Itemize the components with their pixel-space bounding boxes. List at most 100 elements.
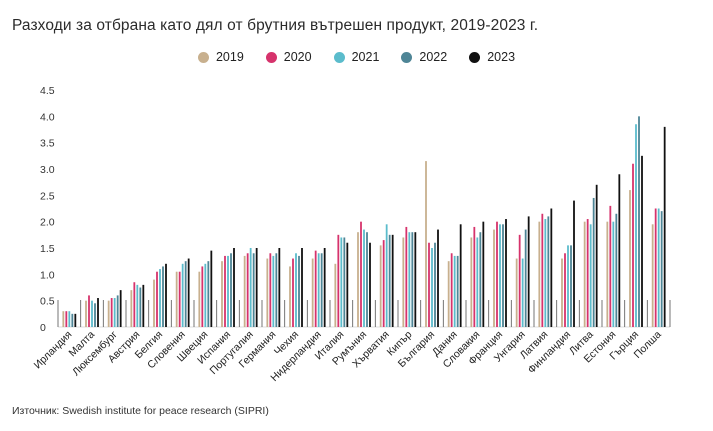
bar-2019	[107, 300, 110, 327]
bar-2020	[337, 234, 340, 327]
bar-2019	[402, 237, 405, 327]
bar-2019	[425, 161, 427, 327]
y-tick-label: 3.5	[40, 138, 55, 150]
bar-2019	[62, 311, 65, 327]
bar-2019	[85, 300, 87, 327]
bar-2020	[405, 226, 408, 327]
bar-2021	[295, 253, 297, 327]
bar-2019	[334, 263, 337, 327]
bar-2021	[113, 298, 116, 327]
bar-2019	[198, 271, 201, 327]
bar-2022	[411, 232, 414, 327]
bar-2021	[567, 245, 569, 327]
bar-2020	[428, 242, 430, 327]
bar-2021	[363, 229, 365, 327]
bar-2021	[408, 232, 411, 327]
bar-2019	[470, 237, 473, 327]
bar-2022	[275, 253, 278, 327]
bar-2020	[292, 258, 294, 327]
bar-2022	[252, 253, 255, 327]
bar-2019	[221, 261, 223, 327]
bar-2023	[187, 258, 190, 327]
bar-2020	[246, 253, 249, 327]
bar-2021	[340, 237, 343, 327]
bar-2021	[249, 248, 252, 327]
bar-2019	[153, 279, 155, 327]
legend-swatch-2023	[469, 51, 481, 63]
bar-2020	[609, 205, 612, 327]
bar-2020	[269, 253, 272, 327]
bar-2023	[414, 232, 417, 327]
bar-2023	[459, 224, 462, 327]
bar-2019	[311, 258, 314, 327]
bar-2022	[434, 242, 436, 327]
bar-2020	[110, 298, 113, 327]
bar-2022	[320, 253, 323, 327]
legend-label-2019: 2019	[215, 50, 244, 64]
bar-2022	[207, 261, 210, 327]
legend-label-2020: 2020	[283, 50, 312, 64]
bar-2022	[456, 255, 459, 327]
legend-swatch-2019	[197, 51, 209, 63]
bar-2021	[544, 219, 547, 327]
bar-2019	[583, 221, 586, 327]
y-tick-label: 1.5	[40, 243, 55, 255]
bar-2022	[184, 261, 187, 327]
bar-2021	[431, 248, 433, 327]
bar-2021	[453, 255, 456, 327]
y-tick-label: 0	[40, 322, 46, 334]
legend-label-2023: 2023	[487, 50, 516, 64]
bar-2020	[654, 208, 657, 327]
legend-swatch-2021	[333, 51, 345, 63]
bar-2022	[570, 245, 572, 327]
bar-2022	[388, 234, 391, 327]
bar-2023	[323, 248, 326, 327]
bar-2019	[651, 224, 654, 327]
bar-2022	[502, 224, 504, 327]
bar-2022	[592, 197, 595, 327]
bar-2019	[243, 255, 246, 327]
bar-2023	[391, 234, 394, 327]
bar-2021	[68, 311, 71, 327]
bar-2020	[314, 250, 317, 327]
legend: 2019 2020 2021 2022 2023	[0, 50, 713, 64]
bar-2020	[450, 253, 453, 327]
bar-2023	[663, 126, 666, 327]
bar-2020	[224, 255, 226, 327]
legend-item-2021: 2021	[333, 50, 380, 64]
bar-2019	[447, 261, 450, 327]
bar-2021	[136, 284, 139, 327]
legend-item-2020: 2020	[265, 50, 312, 64]
bar-2019	[538, 221, 541, 327]
bar-2019	[266, 258, 269, 327]
bar-2023	[74, 313, 77, 327]
y-tick-label: 4.5	[40, 85, 55, 97]
bar-2022	[71, 313, 74, 327]
bar-2019	[379, 245, 382, 327]
bar-2020	[156, 271, 158, 327]
bar-2019	[561, 258, 563, 327]
bar-2022	[162, 266, 164, 327]
bar-2022	[615, 213, 618, 327]
bar-2020	[564, 253, 566, 327]
bar-2023	[618, 174, 621, 327]
bar-2021	[159, 269, 161, 327]
bar-2019	[289, 266, 291, 327]
bar-2020	[178, 271, 181, 327]
bar-2021	[499, 224, 501, 327]
bar-2019	[515, 258, 518, 327]
legend-item-2019: 2019	[197, 50, 244, 64]
source-note: Източник: Swedish institute for peace re…	[12, 405, 269, 417]
bar-2020	[518, 234, 521, 327]
bar-2022	[116, 295, 119, 327]
legend-label-2021: 2021	[351, 50, 380, 64]
bar-2023	[369, 242, 371, 327]
bar-2023	[482, 221, 485, 327]
bar-2022	[479, 232, 482, 327]
bar-2023	[301, 248, 303, 327]
bar-2020	[65, 311, 68, 327]
bar-2021	[521, 258, 524, 327]
legend-item-2023: 2023	[469, 50, 515, 64]
y-tick-label: 2.5	[40, 190, 55, 202]
bar-2020	[382, 240, 385, 327]
